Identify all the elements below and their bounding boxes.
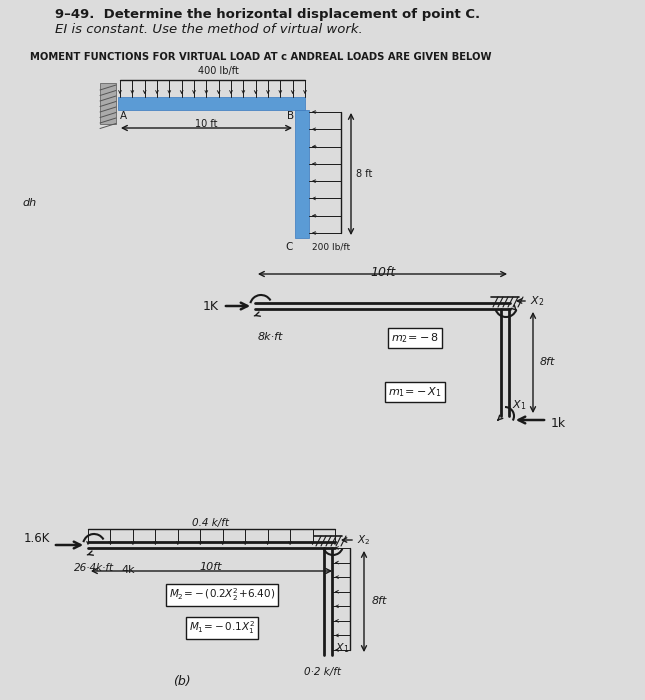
Text: $X_2$: $X_2$ <box>357 533 370 547</box>
Text: B: B <box>287 111 294 121</box>
Text: 0·2 k/ft: 0·2 k/ft <box>304 667 341 677</box>
Text: 1k: 1k <box>551 417 566 430</box>
Bar <box>295 110 309 238</box>
Text: $M_2\!=\!-(0.2X_2^2\!+\!6.40)$: $M_2\!=\!-(0.2X_2^2\!+\!6.40)$ <box>169 587 275 603</box>
Text: 10ft: 10ft <box>370 266 395 279</box>
Text: 200 lb/ft: 200 lb/ft <box>312 242 350 251</box>
Text: $m_1\!=\!-X_1$: $m_1\!=\!-X_1$ <box>388 385 442 399</box>
Text: 8 ft: 8 ft <box>356 169 372 179</box>
Bar <box>118 97 305 110</box>
Text: C: C <box>286 242 293 252</box>
Text: $X_2$: $X_2$ <box>530 294 544 308</box>
Text: 400 lb/ft: 400 lb/ft <box>197 66 239 76</box>
Text: 9–49.  Determine the horizontal displacement of point C.: 9–49. Determine the horizontal displacem… <box>55 8 480 21</box>
Text: (b): (b) <box>174 675 191 688</box>
Text: 26·4k·ft: 26·4k·ft <box>74 563 114 573</box>
Text: $X_1$: $X_1$ <box>512 398 526 412</box>
Text: MOMENT FUNCTIONS FOR VIRTUAL LOAD AT c ANDREAL LOADS ARE GIVEN BELOW: MOMENT FUNCTIONS FOR VIRTUAL LOAD AT c A… <box>30 52 491 62</box>
Text: A: A <box>120 111 127 121</box>
Text: 10 ft: 10 ft <box>195 119 217 129</box>
Text: 8ft: 8ft <box>372 596 388 606</box>
Text: 0.4 k/ft: 0.4 k/ft <box>192 518 230 528</box>
Text: 10ft: 10ft <box>200 562 223 572</box>
Text: 8ft: 8ft <box>540 357 555 367</box>
Text: dh: dh <box>22 198 36 208</box>
Text: 1K: 1K <box>203 300 219 312</box>
Text: $m_2\!=\!-8$: $m_2\!=\!-8$ <box>391 331 439 345</box>
Text: EI is constant. Use the method of virtual work.: EI is constant. Use the method of virtua… <box>55 23 362 36</box>
Text: $X_1$: $X_1$ <box>335 641 350 654</box>
Text: 8k·ft: 8k·ft <box>257 332 283 342</box>
Text: $M_1\!=\!-0.1X_1^2$: $M_1\!=\!-0.1X_1^2$ <box>189 620 255 636</box>
Bar <box>100 83 116 124</box>
Text: 1.6K: 1.6K <box>24 533 50 545</box>
Text: 4k: 4k <box>121 565 135 575</box>
